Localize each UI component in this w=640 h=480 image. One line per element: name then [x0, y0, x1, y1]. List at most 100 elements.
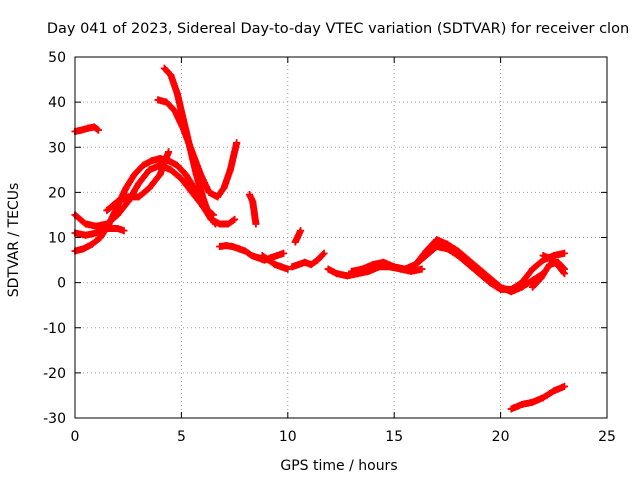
data-point: [103, 224, 111, 232]
data-point: [226, 166, 234, 174]
data-point: [182, 170, 190, 178]
data-point: [245, 191, 253, 199]
data-point: [422, 247, 430, 255]
data-point: [90, 123, 98, 131]
data-point: [160, 64, 168, 72]
data-point: [216, 243, 224, 251]
data-point: [369, 261, 377, 269]
data-point: [411, 261, 419, 269]
data-point: [454, 247, 462, 255]
data-point: [539, 252, 547, 260]
x-tick-label: 25: [598, 429, 616, 445]
y-tick-label: -10: [43, 321, 66, 337]
data-point: [88, 240, 96, 248]
data-point: [205, 188, 213, 196]
data-point: [114, 224, 122, 232]
data-point: [205, 211, 213, 219]
x-tick-label: 0: [71, 429, 80, 445]
series-arc-1: [71, 123, 102, 135]
data-point: [231, 215, 239, 223]
chart-title: Day 041 of 2023, Sidereal Day-to-day VTE…: [47, 21, 629, 37]
data-point: [518, 400, 526, 408]
data-point: [82, 220, 90, 228]
marker-trail: [246, 191, 260, 228]
series-arc-16: [529, 258, 568, 291]
data-point: [92, 229, 100, 237]
data-point: [77, 126, 85, 134]
data-series: [71, 64, 568, 413]
data-point: [114, 211, 122, 219]
data-point: [103, 206, 111, 214]
y-tick-label: -20: [43, 366, 66, 382]
data-point: [249, 197, 257, 205]
data-point: [241, 247, 249, 255]
series-arc-10: [258, 252, 292, 273]
y-tick-label: 50: [48, 50, 66, 66]
data-point: [529, 276, 537, 284]
data-point: [307, 261, 315, 269]
data-point: [294, 261, 302, 269]
data-point: [139, 161, 147, 169]
data-point: [320, 249, 328, 257]
data-point: [80, 245, 88, 253]
marker-trail: [71, 123, 102, 135]
y-tick-label: -30: [43, 411, 66, 427]
data-point: [537, 274, 545, 282]
data-point: [418, 265, 426, 273]
series-arc-8: [216, 242, 288, 264]
data-point: [518, 283, 526, 291]
data-point: [284, 265, 292, 273]
data-point: [291, 238, 299, 246]
data-point: [211, 220, 219, 228]
data-point: [324, 265, 332, 273]
data-point: [248, 252, 256, 260]
data-point: [433, 236, 441, 244]
data-point: [465, 256, 473, 264]
data-point: [546, 261, 554, 269]
x-tick-label: 10: [279, 429, 297, 445]
series-arc-17: [539, 252, 568, 278]
data-point: [358, 265, 366, 273]
series-arc-7: [154, 96, 241, 201]
data-point: [228, 243, 236, 251]
data-point: [124, 193, 132, 201]
data-point: [560, 270, 568, 278]
data-point: [82, 231, 90, 239]
y-tick-label: 30: [48, 140, 66, 156]
data-point: [97, 234, 105, 241]
data-point: [280, 249, 288, 257]
data-point: [258, 252, 266, 260]
data-point: [529, 265, 537, 273]
data-point: [497, 283, 505, 291]
data-point: [180, 125, 188, 133]
data-point: [486, 274, 494, 282]
y-tick-label: 0: [57, 276, 66, 292]
data-point: [550, 256, 558, 264]
data-point: [288, 263, 296, 271]
x-tick-label: 5: [177, 429, 186, 445]
y-tick-label: 40: [48, 95, 66, 111]
data-point: [135, 193, 143, 201]
data-point: [199, 193, 207, 201]
series-arc-18: [507, 382, 568, 413]
data-point: [165, 148, 173, 156]
data-point: [380, 258, 388, 266]
series-arc-5: [103, 148, 173, 214]
data-point: [333, 270, 341, 278]
data-point: [273, 252, 281, 260]
marker-trail: [507, 382, 568, 413]
data-point: [265, 256, 273, 264]
data-point: [348, 267, 356, 275]
data-point: [233, 139, 241, 147]
data-point: [156, 170, 164, 178]
marker-trail: [529, 258, 568, 291]
series-arc-11: [291, 227, 305, 246]
data-point: [224, 220, 232, 228]
y-axis-label: SDTVAR / TECUs: [6, 183, 22, 298]
data-point: [197, 170, 205, 178]
data-point: [145, 166, 153, 174]
data-point: [529, 398, 537, 406]
data-point: [167, 166, 175, 174]
data-point: [314, 256, 322, 264]
data-point: [277, 263, 285, 271]
